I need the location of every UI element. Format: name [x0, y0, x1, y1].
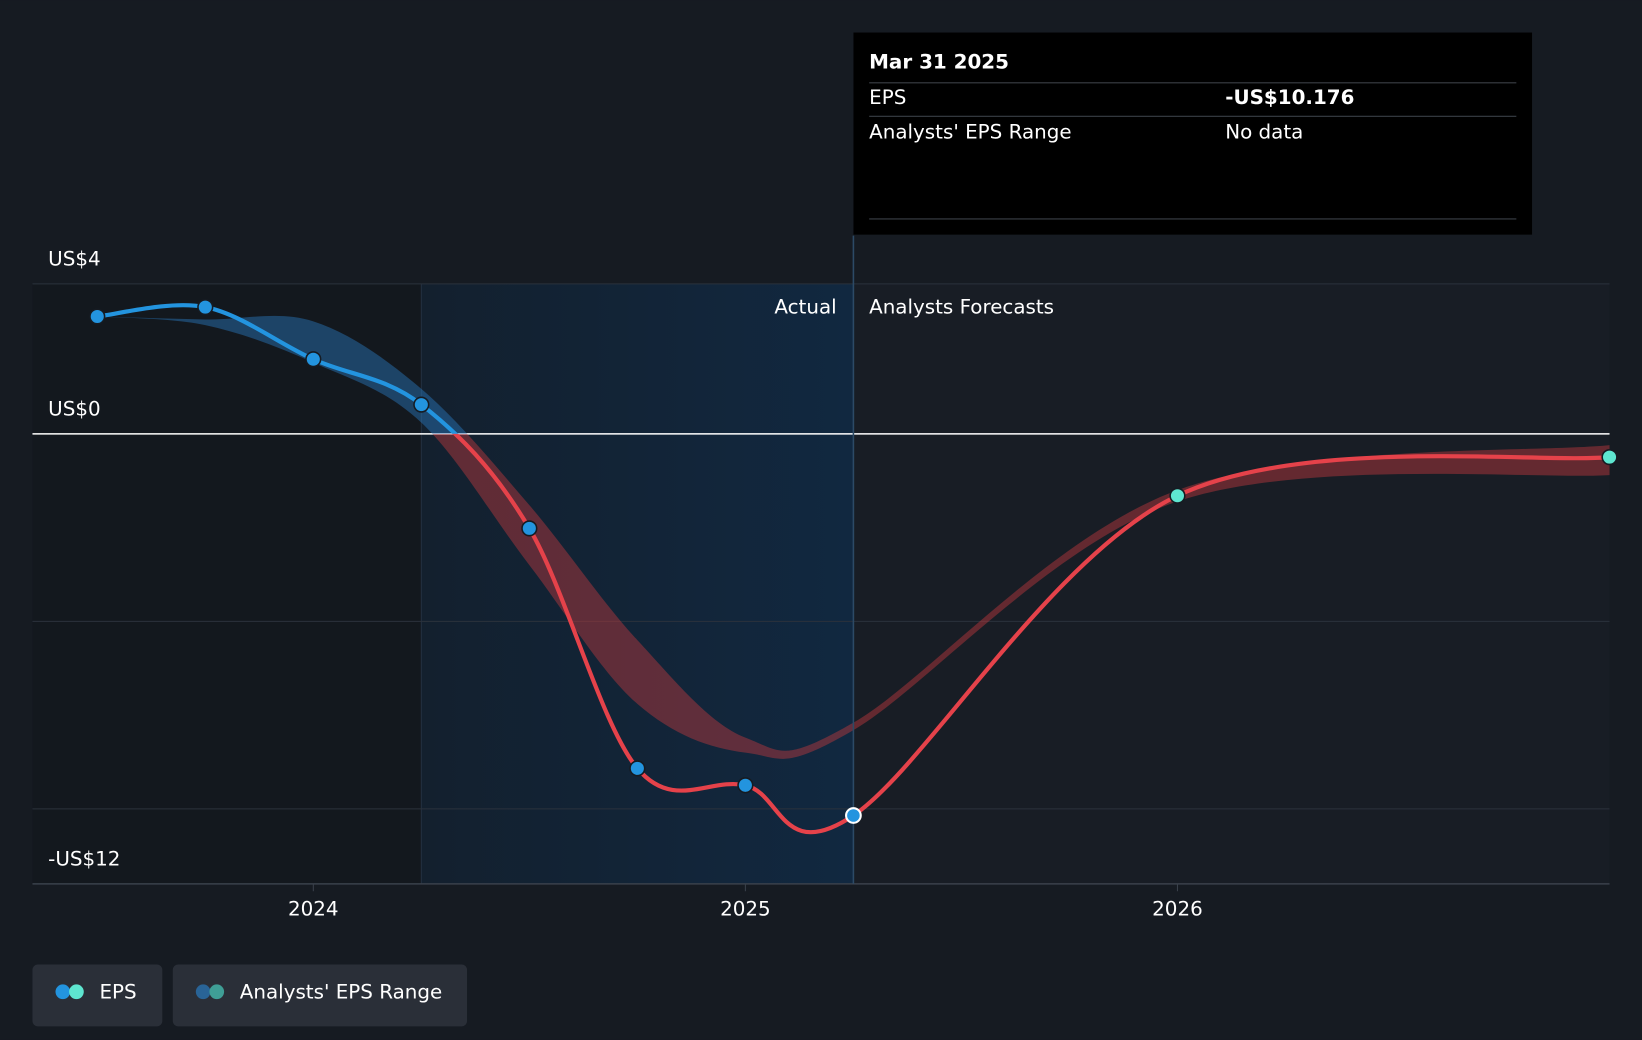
legend-button [172, 964, 468, 1027]
legend-swatch [195, 984, 211, 1000]
eps-range-band [432, 433, 1610, 759]
eps-point [89, 308, 106, 325]
eps-point [629, 760, 646, 777]
eps-point [305, 351, 322, 368]
x-tick-label: 2024 [288, 898, 339, 921]
legend-swatch [69, 984, 84, 1000]
actual-label: Actual [774, 295, 836, 318]
x-tick-label: 2026 [1152, 898, 1203, 921]
legend-item[interactable]: EPS [32, 964, 163, 1027]
eps-range-band [97, 315, 468, 434]
tooltip-row-label: EPS [869, 86, 906, 109]
eps-point [413, 396, 430, 413]
forecast-region [853, 283, 1610, 884]
y-tick-label: US$4 [48, 247, 100, 270]
legend-swatch [55, 984, 71, 1000]
eps-point [1169, 487, 1186, 504]
legend-label: Analysts' EPS Range [240, 980, 442, 1003]
eps-point [845, 807, 862, 824]
legend-swatch [209, 984, 225, 1000]
tooltip-row-label: Analysts' EPS Range [869, 121, 1071, 144]
eps-point [521, 520, 538, 537]
y-tick-label: -US$12 [48, 847, 120, 870]
y-tick-label: US$0 [48, 397, 100, 420]
tooltip-row-value: -US$10.176 [1225, 86, 1354, 109]
eps-point [197, 298, 214, 316]
tooltip-box [853, 32, 1533, 235]
legend-button [32, 964, 163, 1027]
x-tick-label: 2025 [720, 898, 771, 921]
eps-point [737, 777, 754, 794]
legend-item[interactable]: Analysts' EPS Range [172, 964, 468, 1027]
legend-label: EPS [99, 980, 136, 1003]
past-region [32, 283, 422, 884]
tooltip-row-value: No data [1225, 121, 1303, 144]
eps-point [1601, 449, 1618, 466]
forecast-label: Analysts Forecasts [869, 295, 1054, 318]
tooltip-title: Mar 31 2025 [869, 50, 1009, 73]
actual-region [421, 283, 854, 884]
